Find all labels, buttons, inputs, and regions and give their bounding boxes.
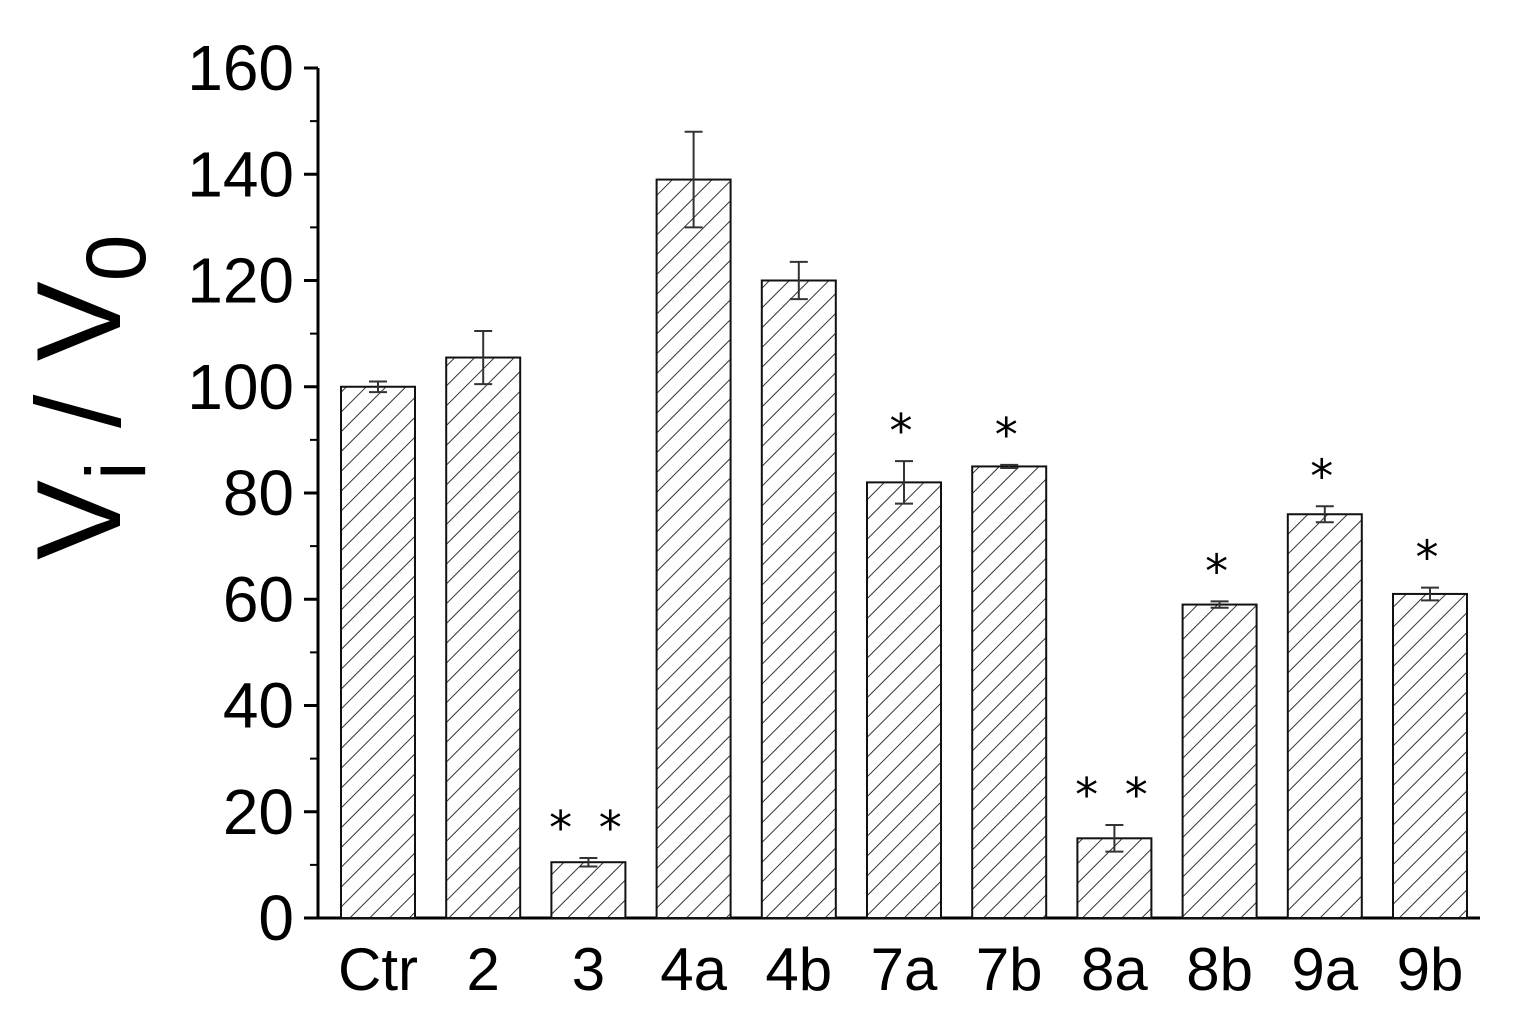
x-tick-label: 4b [765,936,832,1003]
y-tick-label: 140 [187,138,294,210]
significance-marker: * [1416,531,1445,585]
x-tick-label: 8a [1081,936,1148,1003]
bar-Ctr [340,385,416,919]
labels: Ctr 2 * * 3 4a 4b * 7a * 7b * * 8a * 8b * 9a * 9b [338,404,1463,1003]
bar-9b [1392,592,1468,919]
significance-marker: * [890,404,919,458]
y-tick-label: 60 [223,563,294,635]
y-tick-label: 120 [187,245,294,317]
bar-4a [655,178,732,919]
x-tick-label: 9a [1291,936,1358,1003]
bar-7a [866,481,942,919]
bar-4b [760,279,837,919]
y-tick-label: 160 [187,32,294,104]
bar-7b [971,465,1048,919]
x-tick-label: 7a [871,936,938,1003]
y-tick-label: 0 [258,882,294,954]
y-tick-label: 100 [187,351,294,423]
bar-9a [1286,513,1363,919]
axes: 0 20 40 60 80 100 120 140 160 [187,32,1480,954]
bar-3 [550,861,627,919]
y-axis-label-main: Vi / V0 [12,234,163,560]
x-tick-label: 7b [976,936,1043,1003]
y-tick-label: 40 [223,670,294,742]
bar-8b [1181,603,1258,919]
x-tick-label: Ctr [338,936,418,1003]
significance-marker: * * [1075,768,1154,822]
significance-marker: * [995,408,1024,462]
x-tick-label: 4a [660,936,727,1003]
error-bars [369,130,1439,868]
x-tick-label: 3 [572,936,605,1003]
significance-marker: * * [549,801,628,855]
significance-marker: * [1205,544,1234,598]
bar-2 [445,356,522,919]
x-tick-label: 9b [1397,936,1464,1003]
significance-marker: * [1310,449,1339,503]
x-tick-label: 8b [1186,936,1253,1003]
y-axis-label: Vi / V0 [12,234,163,560]
y-tick-label: 20 [223,776,294,848]
y-tick-label: 80 [223,457,294,529]
bars [340,178,1468,919]
x-tick-label: 2 [467,936,500,1003]
